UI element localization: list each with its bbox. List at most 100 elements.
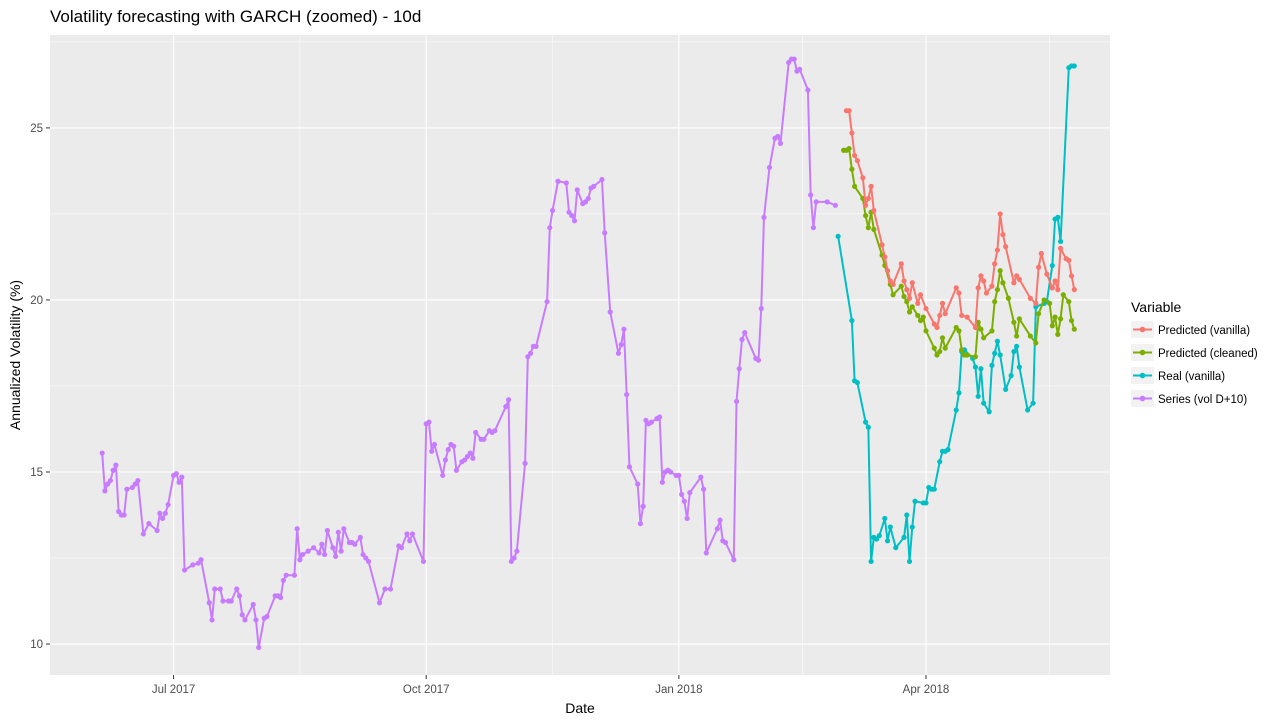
data-point (591, 183, 597, 189)
y-axis-title: Annualized Volatility (%) (7, 280, 23, 430)
data-point (906, 295, 913, 301)
data-point (909, 280, 915, 286)
legend-label: Real (vanilla) (1158, 371, 1225, 383)
data-point (986, 409, 992, 415)
chart-title: Volatility forecasting with GARCH (zoome… (50, 7, 421, 26)
data-point (165, 502, 171, 508)
data-point (1057, 238, 1064, 245)
data-point (681, 498, 687, 504)
data-point (1068, 317, 1075, 324)
data-point (569, 213, 575, 219)
data-point (953, 285, 959, 291)
data-point (808, 192, 814, 198)
data-point (473, 429, 479, 436)
data-point (1011, 348, 1017, 355)
data-point (849, 130, 855, 136)
data-point (978, 366, 984, 372)
data-point (341, 526, 347, 532)
data-point (1052, 278, 1058, 284)
data-point (280, 577, 287, 583)
data-point (563, 180, 569, 186)
data-point (676, 472, 682, 479)
data-point (382, 586, 388, 592)
data-point (305, 548, 311, 554)
data-point (898, 283, 904, 289)
data-point (113, 462, 119, 468)
data-point (904, 287, 910, 293)
data-point (376, 600, 383, 606)
data-point (832, 202, 838, 208)
data-point (992, 261, 998, 267)
data-point (176, 479, 182, 485)
data-point (549, 207, 556, 214)
data-point (777, 140, 784, 146)
data-point (453, 467, 460, 473)
data-point (687, 490, 693, 496)
data-point (865, 195, 871, 202)
data-point (242, 617, 248, 623)
data-point (506, 397, 512, 403)
data-point (657, 414, 663, 420)
data-point (917, 292, 924, 298)
data-point (989, 283, 995, 289)
data-point (994, 287, 1001, 293)
data-point (322, 551, 328, 558)
legend: Variable Predicted (vanilla) Predicted (c… (1131, 299, 1258, 407)
data-point (555, 178, 561, 184)
series-predicted-cleaned (841, 145, 1077, 360)
data-point (810, 225, 817, 231)
data-point (514, 548, 520, 554)
data-point (1046, 300, 1053, 306)
data-point (352, 541, 358, 547)
data-point (898, 261, 904, 267)
legend-item-series-vol-d-10: Series (vol D+10) (1131, 390, 1247, 407)
data-point (983, 290, 990, 296)
data-point (997, 352, 1003, 358)
data-point (972, 354, 979, 360)
data-point (621, 326, 627, 332)
data-point (440, 472, 446, 479)
data-point (981, 278, 987, 284)
data-point (615, 350, 622, 356)
data-point (714, 526, 720, 532)
data-point (599, 176, 605, 183)
data-point (931, 486, 937, 492)
data-point (884, 538, 891, 544)
data-point (294, 526, 300, 532)
data-point (135, 477, 141, 484)
data-point (959, 312, 965, 319)
data-point (700, 486, 707, 492)
data-point (585, 195, 591, 202)
data-point (316, 550, 322, 556)
data-point (1033, 300, 1039, 306)
data-point (739, 336, 745, 343)
data-point (981, 400, 987, 406)
data-point (736, 366, 742, 372)
data-point (1049, 285, 1055, 291)
data-point (1003, 386, 1009, 393)
data-point (209, 617, 215, 623)
data-point (1000, 231, 1006, 238)
data-point (863, 419, 869, 425)
data-point (179, 474, 185, 480)
data-point (220, 598, 226, 604)
data-point (835, 233, 841, 239)
y-tick-labels: 10 15 20 25 (30, 123, 43, 651)
data-point (797, 66, 803, 73)
data-point (181, 567, 188, 573)
data-point (901, 278, 907, 284)
data-point (110, 467, 116, 473)
data-point (1025, 407, 1031, 413)
data-point (319, 541, 325, 547)
y-tick-label: 10 (30, 639, 43, 651)
series-predicted-vanilla (843, 108, 1077, 331)
data-point (162, 510, 168, 516)
data-point (544, 299, 550, 305)
data-point (648, 419, 655, 425)
data-point (937, 348, 943, 355)
legend-item-predicted-vanilla: Predicted (vanilla) (1131, 321, 1250, 338)
data-point (994, 247, 1001, 253)
x-tick-label: Jan 2018 (655, 684, 702, 696)
data-point (852, 183, 858, 189)
data-point (1049, 323, 1055, 329)
